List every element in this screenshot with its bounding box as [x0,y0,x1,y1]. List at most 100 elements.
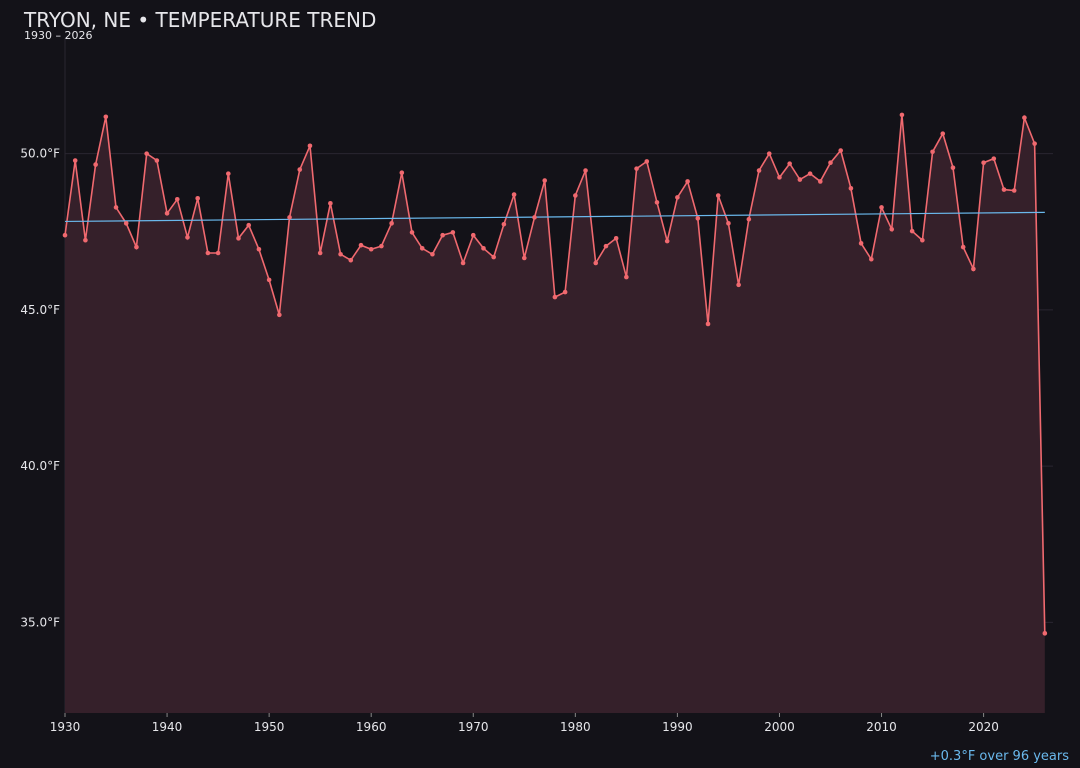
point [807,171,813,176]
chart-title: TRYON, NE • TEMPERATURE TREND [23,8,376,32]
point [889,226,895,232]
point [828,160,833,165]
point [103,114,109,120]
point [460,260,466,266]
point [766,151,772,156]
point [164,211,170,216]
x-tick-label: 2000 [764,720,795,734]
point [920,237,925,243]
point [624,274,629,280]
area [65,114,1045,713]
point [236,236,241,241]
point [338,251,343,257]
y-tick-label: 45.0°F [20,303,60,317]
point [552,294,558,300]
point [409,230,415,235]
x-tick-label: 1940 [152,720,183,734]
point [277,312,282,318]
point [736,282,741,288]
point [664,238,670,244]
point [399,170,405,175]
point [705,321,711,327]
point [93,162,98,167]
point [817,179,823,184]
y-tick-label: 50.0°F [20,147,60,161]
point [450,230,456,235]
point [491,254,496,260]
point [501,221,507,227]
x-tick-label: 1960 [356,720,387,734]
point [644,159,650,164]
point [287,215,292,220]
point [593,260,599,266]
point [195,196,200,201]
point [144,151,149,156]
point [858,241,864,246]
point [838,148,844,153]
x-tick-label: 2010 [866,720,897,734]
y-tick-label: 35.0°F [20,615,60,629]
point [226,171,231,176]
point [134,244,139,250]
point [185,235,190,240]
point [971,266,976,272]
x-tick-label: 2020 [968,720,999,734]
point [440,232,445,238]
point [521,255,527,261]
point [583,168,588,173]
point [991,156,997,161]
point [328,201,333,206]
chart-subtitle: 1930 – 2026 [24,29,92,42]
x-tick-label: 1990 [662,720,693,734]
trend-line [64,211,1045,223]
point [348,257,354,263]
point [511,192,517,197]
point [603,243,609,249]
point [685,179,690,184]
point [950,165,956,170]
point [1042,631,1048,636]
point [389,221,394,226]
trend-annotation: +0.3°F over 96 years [930,749,1069,764]
point [154,158,160,163]
point [695,216,701,221]
point [848,186,854,191]
point [960,244,966,250]
point [930,149,935,155]
point [654,200,660,205]
point [481,246,486,251]
point [123,221,129,226]
point [83,237,88,243]
point [940,131,946,136]
point [430,251,435,257]
point [113,205,119,210]
point [746,216,752,222]
point [419,246,425,251]
point [379,243,384,249]
point [879,205,884,210]
point [1022,115,1027,120]
point [787,161,792,166]
point [174,196,180,202]
point [358,242,364,248]
point [715,193,721,198]
point [297,167,303,172]
point [72,158,78,163]
point [470,232,476,238]
point [634,166,639,171]
point [532,215,537,220]
point [909,228,915,234]
y-tick-label: 40.0°F [20,459,60,473]
point [368,246,374,252]
point [266,277,272,283]
point [205,250,211,256]
point [62,232,68,238]
point [981,160,986,165]
point [1032,141,1037,146]
point [1001,187,1007,192]
x-tick-label: 1930 [50,720,81,734]
point [726,221,731,226]
point [246,222,252,228]
